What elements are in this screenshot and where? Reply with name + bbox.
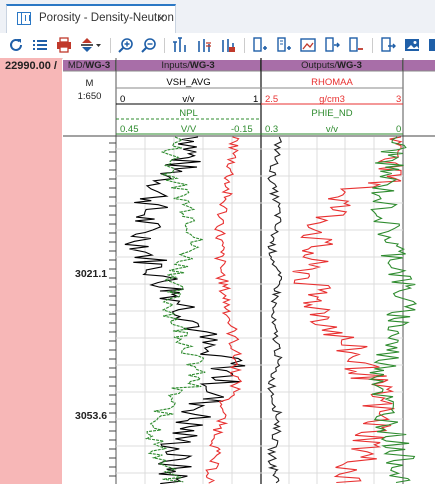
tab-bar: Porosity - Density-Neutron × (0, 0, 435, 34)
export-icon[interactable] (380, 37, 396, 53)
depth-unit: M (85, 78, 94, 89)
zoom-in-icon[interactable] (118, 37, 134, 53)
depth-track-title: MD/ (67, 60, 86, 71)
npl-unit: V/V (180, 124, 197, 135)
rhomaa-min: 2.5 (265, 94, 279, 105)
curve-image-icon[interactable] (300, 37, 316, 53)
phie-max: 0 (396, 124, 402, 135)
inputs-track-title: Inputs/ (161, 60, 190, 71)
phie-aux-curve (267, 136, 283, 484)
toolbar (0, 33, 435, 59)
outputs-track-title: Outputs/ (301, 60, 338, 71)
curve-insert-icon[interactable] (324, 37, 340, 53)
log-curves-canvas[interactable] (63, 58, 435, 484)
log-view-icon (17, 12, 31, 25)
tab-label: Porosity - Density-Neutron (39, 12, 174, 24)
vsh-curve-name[interactable]: VSH_AVG (166, 77, 211, 88)
phie-nd-curve (368, 136, 418, 484)
curve-add-icon[interactable] (252, 37, 268, 53)
npl-curve (144, 136, 206, 483)
zoom-out-icon[interactable] (141, 37, 157, 53)
curve-add-2-icon[interactable] (276, 37, 292, 53)
track-remove-icon[interactable] (220, 37, 236, 53)
phie-curve-name[interactable]: PHIE_ND (311, 108, 353, 119)
current-depth-panel: 22990.00 / (0, 58, 62, 484)
vsh-unit: v/v (182, 94, 195, 105)
refresh-icon[interactable] (8, 37, 24, 53)
depth-label-2: 3053.6 (75, 410, 108, 422)
log-plot-area[interactable]: MD/WG-3 Inputs/WG-3 Outputs/WG-3 M 1:650… (63, 58, 435, 484)
image-icon[interactable] (404, 37, 420, 53)
phie-min: 0.3 (265, 124, 279, 135)
vsh-max: 1 (253, 94, 259, 105)
vsh-avg-curve (124, 136, 246, 484)
close-tab-button[interactable]: × (157, 10, 166, 26)
rhomaa-unit: g/cm3 (319, 94, 345, 105)
track-add-icon[interactable] (172, 37, 188, 53)
rhomaa-curve-name[interactable]: RHOMAA (311, 77, 353, 88)
print-icon[interactable] (56, 37, 72, 53)
current-depth-value: 22990.00 / (5, 60, 57, 72)
rhomaa-curve (292, 136, 403, 484)
tab-porosity-density-neutron[interactable]: Porosity - Density-Neutron × (6, 4, 176, 33)
list-icon[interactable] (32, 37, 48, 53)
extra-track-header[interactable] (403, 60, 435, 71)
npl-max: -0.15 (231, 124, 253, 135)
outputs-track-well: WG-3 (337, 60, 362, 71)
npl-min: 0.45 (120, 124, 139, 135)
depth-label-1: 3021.1 (75, 268, 108, 280)
track-format-icon[interactable] (196, 37, 212, 53)
vsh-min: 0 (120, 94, 126, 105)
inputs-track-well: WG-3 (189, 60, 215, 71)
phie-unit: v/v (325, 124, 339, 135)
pan-vertical-icon[interactable] (80, 37, 102, 53)
curve-remove-icon[interactable] (348, 37, 364, 53)
npl-curve-name[interactable]: NPL (179, 108, 198, 119)
depth-scale: 1:650 (77, 91, 102, 102)
rhomaa-max: 3 (396, 94, 402, 105)
image-2-icon[interactable] (428, 37, 435, 53)
rhob-curve (205, 136, 243, 484)
depth-track-well: WG-3 (85, 60, 111, 71)
